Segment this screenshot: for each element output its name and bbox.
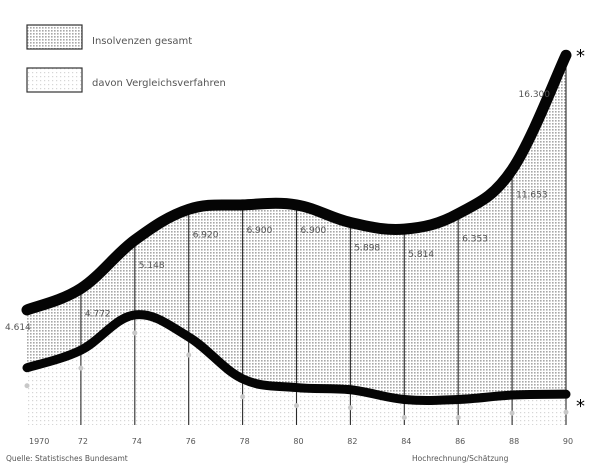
data-label-total: 4.772 — [85, 310, 111, 320]
legend: Insolvenzen gesamt davon Vergleichsverfa… — [26, 24, 226, 93]
x-tick-label: 86 — [455, 437, 465, 446]
data-label-total: 5.898 — [354, 244, 380, 254]
line-total — [21, 49, 572, 316]
x-tick-label: 88 — [509, 437, 519, 446]
x-tick-label: 76 — [186, 437, 196, 446]
data-point-comparison — [347, 405, 353, 411]
legend-label-comparison: davon Vergleichsverfahren — [92, 78, 226, 89]
plot-area: 4.614 4.772 5.148 6.920 6.900 6.900 5.898 5.814… — [5, 49, 573, 446]
data-label-total: 5.814 — [408, 250, 434, 260]
data-point-comparison — [24, 383, 30, 389]
legend-swatch-comparison — [26, 67, 83, 93]
x-tick-label: 84 — [401, 437, 411, 446]
legend-swatch-total — [26, 24, 83, 50]
data-point-comparison — [132, 330, 138, 336]
data-label-total: 6.900 — [301, 226, 327, 236]
line-comparison — [22, 310, 571, 405]
data-point-comparison — [509, 410, 515, 416]
source-right: Hochrechnung/Schätzung — [412, 454, 509, 463]
data-point-comparison — [401, 414, 407, 420]
x-tick-label: 82 — [347, 437, 357, 446]
x-tick-label: 78 — [240, 437, 250, 446]
data-label-total: 11.653 — [516, 191, 548, 201]
x-tick-label: 72 — [78, 437, 88, 446]
x-tick-label: 80 — [293, 437, 303, 446]
data-point-comparison — [455, 414, 461, 420]
legend-label-total: Insolvenzen gesamt — [92, 36, 192, 47]
data-point-comparison — [240, 394, 246, 400]
area-comparison — [27, 314, 566, 425]
data-label-total: 16.300 — [519, 90, 551, 100]
x-tick-label: 90 — [563, 437, 573, 446]
data-label-total: 6.353 — [462, 235, 488, 245]
data-label-total: 6.920 — [193, 230, 219, 240]
data-label-total: 5.148 — [139, 261, 165, 271]
footnote-mark-total: * — [576, 46, 585, 67]
x-tick-label: 74 — [132, 437, 142, 446]
data-label-total: 4.614 — [5, 323, 31, 333]
source-left: Quelle: Statistisches Bundesamt — [6, 454, 128, 463]
footnote-mark-comparison: * — [576, 396, 585, 417]
x-tick-label: 1970 — [29, 437, 49, 446]
data-label-total: 6.900 — [247, 226, 273, 236]
data-point-comparison — [294, 403, 299, 409]
data-point-comparison — [78, 365, 84, 371]
data-point-comparison — [563, 409, 569, 415]
data-point-comparison — [186, 352, 192, 358]
